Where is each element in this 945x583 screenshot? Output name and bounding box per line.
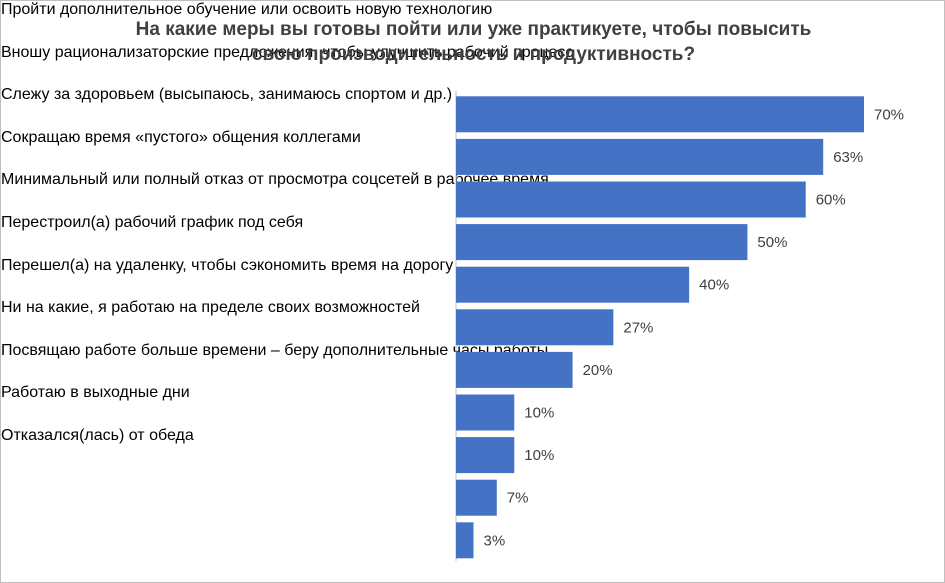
category-label: Работаю в выходные дни bbox=[1, 384, 190, 402]
value-label: 40% bbox=[699, 277, 729, 294]
bar bbox=[456, 96, 864, 133]
value-label: 3% bbox=[483, 532, 505, 549]
category-label: Перестроил(а) рабочий график под себя bbox=[1, 213, 304, 231]
category-label: Слежу за здоровьем (высыпаюсь, занимаюсь… bbox=[1, 86, 453, 104]
value-label: 70% bbox=[874, 106, 904, 123]
bar bbox=[456, 479, 497, 516]
value-label: 50% bbox=[757, 234, 787, 251]
bar bbox=[456, 437, 515, 474]
bar bbox=[456, 351, 573, 388]
chart-title: На какие меры вы готовы пойти или уже пр… bbox=[135, 19, 812, 65]
title-box: На какие меры вы готовы пойти или уже пр… bbox=[1, 17, 944, 67]
value-label: 63% bbox=[833, 149, 863, 166]
category-label: Отказался(лась) от обеда bbox=[1, 426, 194, 444]
value-label: 20% bbox=[583, 362, 613, 379]
value-label: 27% bbox=[623, 319, 653, 336]
value-label: 10% bbox=[524, 447, 554, 464]
value-label: 10% bbox=[524, 404, 554, 421]
bar bbox=[456, 309, 614, 346]
bar bbox=[456, 224, 748, 261]
category-label: Пройти дополнительное обучение или освои… bbox=[1, 1, 493, 18]
category-label: Вношу рационализаторские предложения, чт… bbox=[1, 43, 574, 61]
value-label: 60% bbox=[816, 191, 846, 208]
value-label: 7% bbox=[507, 490, 529, 507]
bar bbox=[456, 181, 806, 218]
category-label: Сокращаю время «пустого» общения коллега… bbox=[1, 128, 361, 146]
category-label: Посвящаю работе больше времени – беру до… bbox=[1, 341, 549, 359]
category-label: Минимальный или полный отказ от просмотр… bbox=[1, 171, 549, 189]
category-label: Ни на какие, я работаю на пределе своих … bbox=[1, 299, 420, 317]
bar bbox=[456, 266, 690, 303]
bar bbox=[456, 394, 515, 431]
bar bbox=[456, 138, 824, 175]
category-label: Перешел(а) на удаленку, чтобы сэкономить… bbox=[1, 256, 454, 274]
bar bbox=[456, 522, 474, 559]
